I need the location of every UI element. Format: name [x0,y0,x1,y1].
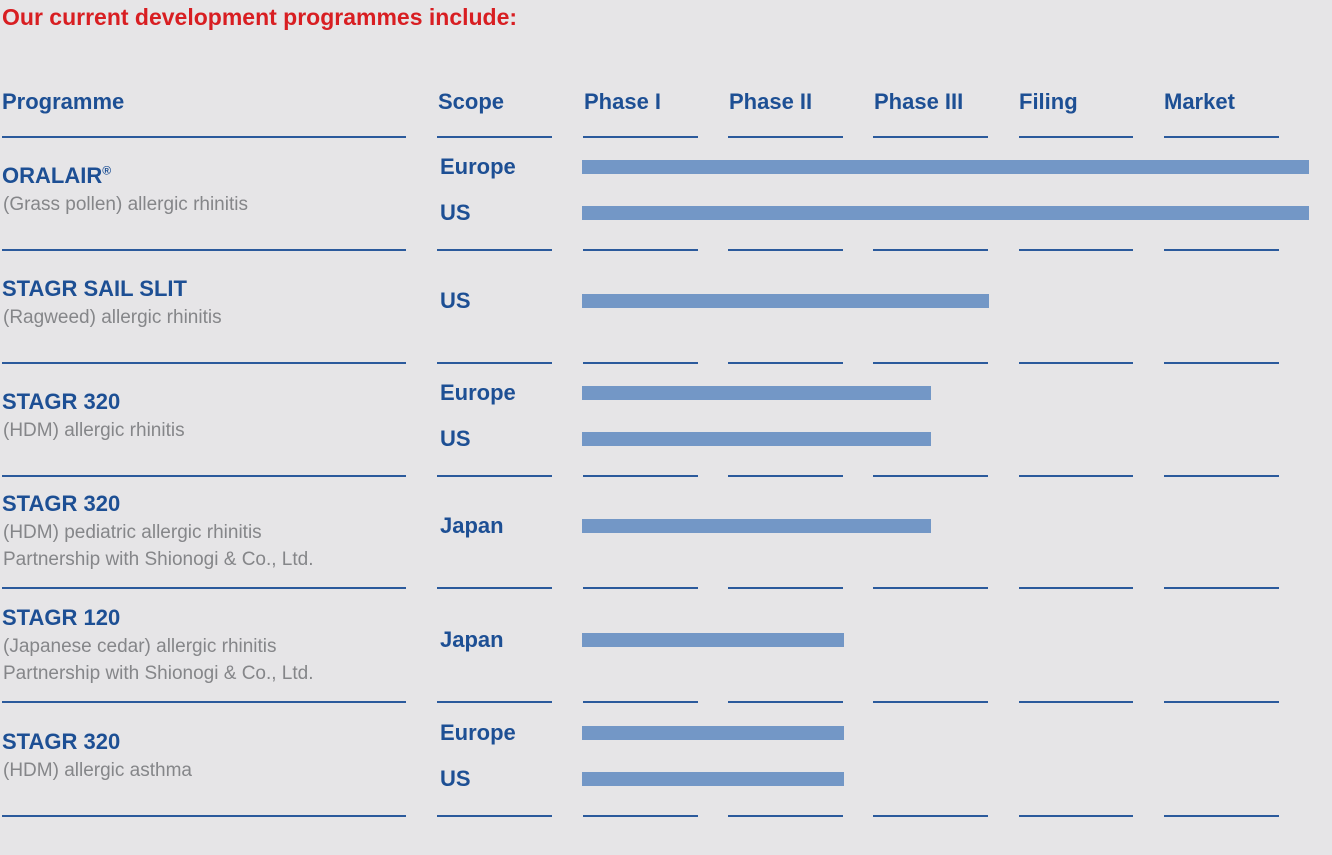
column-header-phase-3: Phase III [874,89,964,114]
row-divider [437,815,552,817]
scope-label: Japan [440,513,504,538]
programme-name-text: STAGR 320 [2,389,121,414]
row-divider [873,362,988,364]
programme-description: (HDM) allergic asthma [3,760,192,781]
row-divider [2,475,406,477]
row-divider [2,249,406,251]
row-divider [583,701,698,703]
row-divider [728,362,843,364]
programme-description: (HDM) pediatric allergic rhinitis [3,522,262,543]
progress-bar [582,726,844,740]
row-divider [2,701,406,703]
row-divider [583,362,698,364]
scope-label: US [440,288,471,313]
row-divider [873,701,988,703]
row-divider [728,136,843,138]
row-divider [728,701,843,703]
column-header-scope: Scope [438,89,505,114]
row-divider [1164,701,1279,703]
progress-bar [582,294,989,308]
column-header-filing: Filing [1019,89,1078,114]
programme-name: STAGR SAIL SLIT [2,276,187,302]
programme-description: Partnership with Shionogi & Co., Ltd. [3,549,314,570]
programme-name-text: STAGR 320 [2,729,121,754]
programme-description: (Ragweed) allergic rhinitis [3,307,222,328]
programme-name: STAGR 320 [2,491,120,517]
row-divider [1019,701,1133,703]
row-divider [1019,249,1133,251]
page-headline: Our current development programmes inclu… [2,4,518,30]
row-divider [873,815,988,817]
progress-bar [582,519,931,533]
programme-name-text: STAGR 120 [2,605,121,630]
row-divider [1019,815,1133,817]
row-divider [2,362,406,364]
programme-description: (Grass pollen) allergic rhinitis [3,194,248,215]
row-divider [873,249,988,251]
scope-label: US [440,426,471,451]
row-divider [583,475,698,477]
column-header-phase-2: Phase II [729,89,813,114]
scope-label: Japan [440,627,504,652]
row-divider [1019,136,1133,138]
registered-mark: ® [102,163,112,178]
programme-name-text: STAGR 320 [2,491,121,516]
programme-description: (HDM) allergic rhinitis [3,420,185,441]
column-header-phase-1: Phase I [584,89,662,114]
column-header-market: Market [1164,89,1235,114]
column-header-programme: Programme [2,89,125,114]
row-divider [1019,475,1133,477]
row-divider [728,249,843,251]
progress-bar [582,432,931,446]
row-divider [1164,362,1279,364]
row-divider [873,136,988,138]
row-divider [2,587,406,589]
row-divider [437,701,552,703]
row-divider [583,587,698,589]
row-divider [873,475,988,477]
scope-label: Europe [440,380,516,405]
row-divider [1019,587,1133,589]
row-divider [1164,587,1279,589]
scope-label: Europe [440,154,516,179]
programme-name: STAGR 320 [2,729,120,755]
scope-label: US [440,766,471,791]
row-divider [437,587,552,589]
row-divider [583,815,698,817]
programme-description: (Japanese cedar) allergic rhinitis [3,636,277,657]
programme-name: STAGR 320 [2,389,120,415]
row-divider [583,249,698,251]
progress-bar [582,633,844,647]
programme-name-text: STAGR SAIL SLIT [2,276,187,301]
progress-bar [582,772,844,786]
row-divider [583,136,698,138]
row-divider [728,815,843,817]
row-divider [1164,815,1279,817]
row-divider [873,587,988,589]
programme-name-text: ORALAIR [2,163,103,188]
row-divider [1164,475,1279,477]
row-divider [1164,249,1279,251]
progress-bar [582,160,1309,174]
row-divider [2,136,406,138]
row-divider [2,815,406,817]
row-divider [437,362,552,364]
row-divider [728,475,843,477]
programme-description: Partnership with Shionogi & Co., Ltd. [3,663,314,684]
scope-label: Europe [440,720,516,745]
row-divider [437,136,552,138]
programme-name: STAGR 120 [2,605,120,631]
row-divider [1164,136,1279,138]
progress-bar [582,386,931,400]
progress-bar [582,206,1309,220]
row-divider [437,249,552,251]
row-divider [1019,362,1133,364]
scope-label: US [440,200,471,225]
programme-name: ORALAIR® [2,163,111,189]
row-divider [728,587,843,589]
row-divider [437,475,552,477]
